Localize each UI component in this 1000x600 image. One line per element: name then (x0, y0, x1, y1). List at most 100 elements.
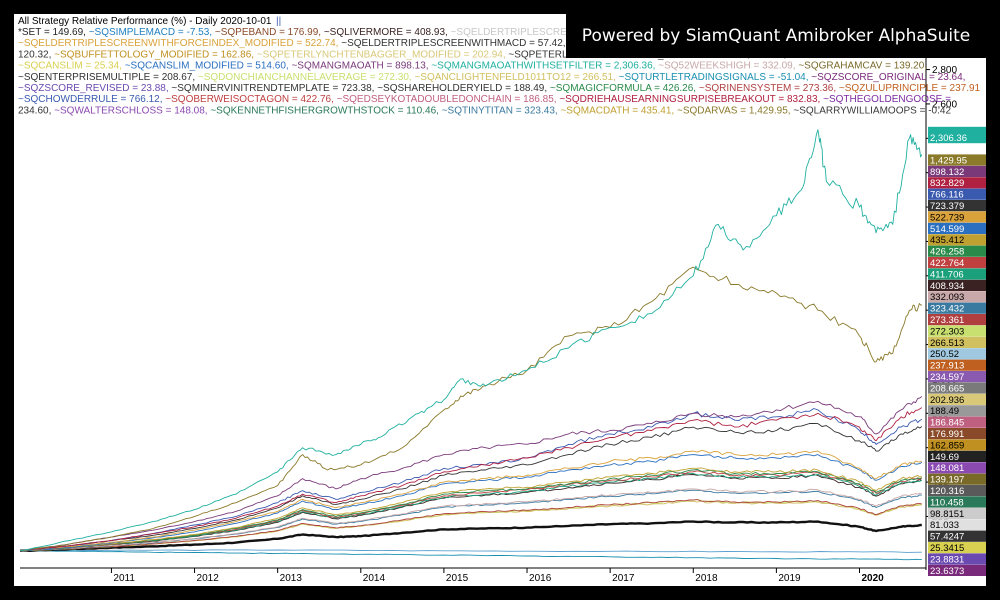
legend-entry: ~SQTINYTITAN = 323.43, (442, 105, 561, 116)
legend-entry: ~SQZSCORE_REVISED = 23.88, (18, 83, 171, 94)
x-tick-label: 2013 (280, 573, 303, 584)
legend-entry: *SET = 149.69, (18, 27, 89, 38)
right-value-label: 272.303 (930, 326, 964, 337)
series-line (20, 488, 922, 552)
right-value-label: 202.936 (930, 395, 964, 406)
right-value-box (928, 132, 986, 144)
right-value-label: 98.8151 (930, 509, 964, 520)
right-value-box (928, 268, 986, 280)
legend-entry: ~SQMANGMAOATHWITHSETFILTER = 2,306.36, (431, 61, 658, 72)
right-value-box (928, 325, 986, 337)
series-line (19, 520, 922, 552)
right-value-box (928, 530, 986, 542)
right-value-label: 188.49 (930, 406, 959, 417)
header-legend-line: ~SQCHOWDERRULE = 766.12, ~SQOBERWEISOCTA… (18, 94, 951, 105)
right-value-label: 176.991 (930, 429, 964, 440)
right-value-box (928, 393, 986, 405)
legend-entry: ~SQCANSLIM = 25.34, (18, 61, 125, 72)
right-value-label: 766.116 (930, 190, 964, 201)
right-value-label: 832.829 (930, 178, 964, 189)
right-value-box (928, 245, 986, 257)
right-value-label: 426.258 (930, 247, 964, 258)
legend-entry: 234.60, (18, 105, 54, 116)
series-line (19, 129, 923, 552)
right-value-label: 522.739 (930, 212, 964, 223)
right-value-box (928, 496, 986, 508)
series-line (19, 454, 923, 552)
legend-entry: ~SQDONCHIANCHANNELAVERAGE = 272.30, (198, 72, 415, 83)
legend-entry: ~SQDRIEHAUSEARNINGSURPISEBREAKOUT = 832.… (559, 94, 823, 105)
y-tick-label: 2,600 (932, 99, 957, 110)
right-value-box (928, 279, 986, 291)
right-value-box (928, 405, 986, 417)
powered-by-banner: Powered by SiamQuant Amibroker AlphaSuit… (566, 14, 986, 58)
right-value-label: 23.8831 (930, 554, 964, 565)
right-value-label: 2,306.36 (930, 133, 967, 144)
right-value-box (928, 416, 986, 428)
right-value-box (928, 154, 986, 166)
right-value-label: 408.934 (930, 281, 964, 292)
legend-entry: ~SQWALTERSCHLOSS = 148.08, (54, 105, 210, 116)
right-value-box (928, 257, 986, 269)
right-value-box (928, 507, 986, 519)
legend-entry: 120.32, (18, 49, 54, 60)
series-line (19, 472, 923, 552)
right-value-label: 250.52 (930, 349, 959, 360)
x-tick-label: 2011 (113, 573, 135, 584)
right-value-box (928, 200, 986, 212)
right-value-label: 81.033 (930, 520, 959, 531)
right-value-box (928, 211, 986, 223)
legend-entry: ~SQELDERTRIPLESCREENWITHMACD = 57.42, (341, 38, 568, 49)
header-legend-line: ~SQCANSLIM = 25.34, ~SQCANSLIM_MODIFIED … (18, 61, 927, 72)
x-tick-label: 2014 (363, 573, 386, 584)
right-value-label: 323.432 (930, 304, 964, 315)
legend-entry: ~SQLARRYWILLIAMOOPS = -0.42 (793, 105, 951, 116)
legend-entry: ~SQOBERWEISOCTAGON = 422.76, (165, 94, 336, 105)
right-value-label: 162.859 (930, 440, 964, 451)
series-line (19, 423, 923, 552)
series-line (19, 407, 923, 552)
legend-entry: ~SQENTERPRISEMULTIPLE = 208.67, (18, 72, 198, 83)
series-line (19, 449, 923, 552)
right-value-label: 435.412 (930, 235, 964, 246)
right-value-label: 148.081 (930, 463, 964, 474)
legend-entry: ~SQTURTLETRADINGSIGNALS = -51.04, (619, 72, 812, 83)
right-value-label: 332.093 (930, 292, 964, 303)
x-tick-label: 2020 (862, 573, 885, 584)
right-value-label: 1,429.95 (930, 155, 967, 166)
performance-chart: 2004006008001,0001,2001,4001,6001,8002,0… (18, 16, 986, 584)
legend-entry: ~SQSIMPLEMACD = -7.53, (89, 27, 215, 38)
right-value-box (928, 359, 986, 371)
legend-entry: ~SQ52WEEKSHIGH = 332.09, (658, 61, 798, 72)
legend-entry: ~SQPEBAND = 176.99, (215, 27, 324, 38)
right-value-label: 186.845 (930, 418, 964, 429)
right-value-label: 723.379 (930, 201, 964, 212)
legend-entry: ~SQZULUPRINCIPLE = 237.91 (839, 83, 981, 94)
right-value-box (928, 165, 986, 177)
right-value-label: 237.913 (930, 361, 964, 372)
right-value-box (928, 462, 986, 474)
right-value-box (928, 382, 986, 394)
right-value-box (928, 222, 986, 234)
right-value-box (928, 519, 986, 531)
right-value-label: 208.665 (930, 383, 964, 394)
right-value-label: 411.706 (930, 269, 964, 280)
right-value-box (928, 553, 986, 565)
legend-entry: ~SQSHAREHOLDERYIELD = 188.49, (377, 83, 550, 94)
header-legend-line: ~SQENTERPRISEMULTIPLE = 208.67, ~SQDONCH… (18, 72, 965, 83)
series-line (19, 467, 923, 552)
legend-entry: ~SQRINENSYSTEM = 273.36, (699, 83, 839, 94)
x-tick-label: 2012 (197, 573, 220, 584)
series-line (19, 499, 922, 552)
right-value-label: 25.3415 (930, 543, 964, 554)
right-value-box (928, 314, 986, 326)
right-value-label: 234.597 (930, 372, 964, 383)
right-value-box (928, 450, 986, 462)
right-value-box (928, 188, 986, 200)
right-value-label: 266.513 (930, 338, 964, 349)
legend-entry: ~SQELDERTRIPLESCREENWITHFORCEINDEX_MODIF… (18, 38, 341, 49)
header-legend-line: 234.60, ~SQWALTERSCHLOSS = 148.08, ~SQKE… (18, 105, 951, 116)
x-tick-label: 2015 (446, 573, 469, 584)
right-value-box (928, 542, 986, 554)
right-value-box (928, 336, 986, 348)
